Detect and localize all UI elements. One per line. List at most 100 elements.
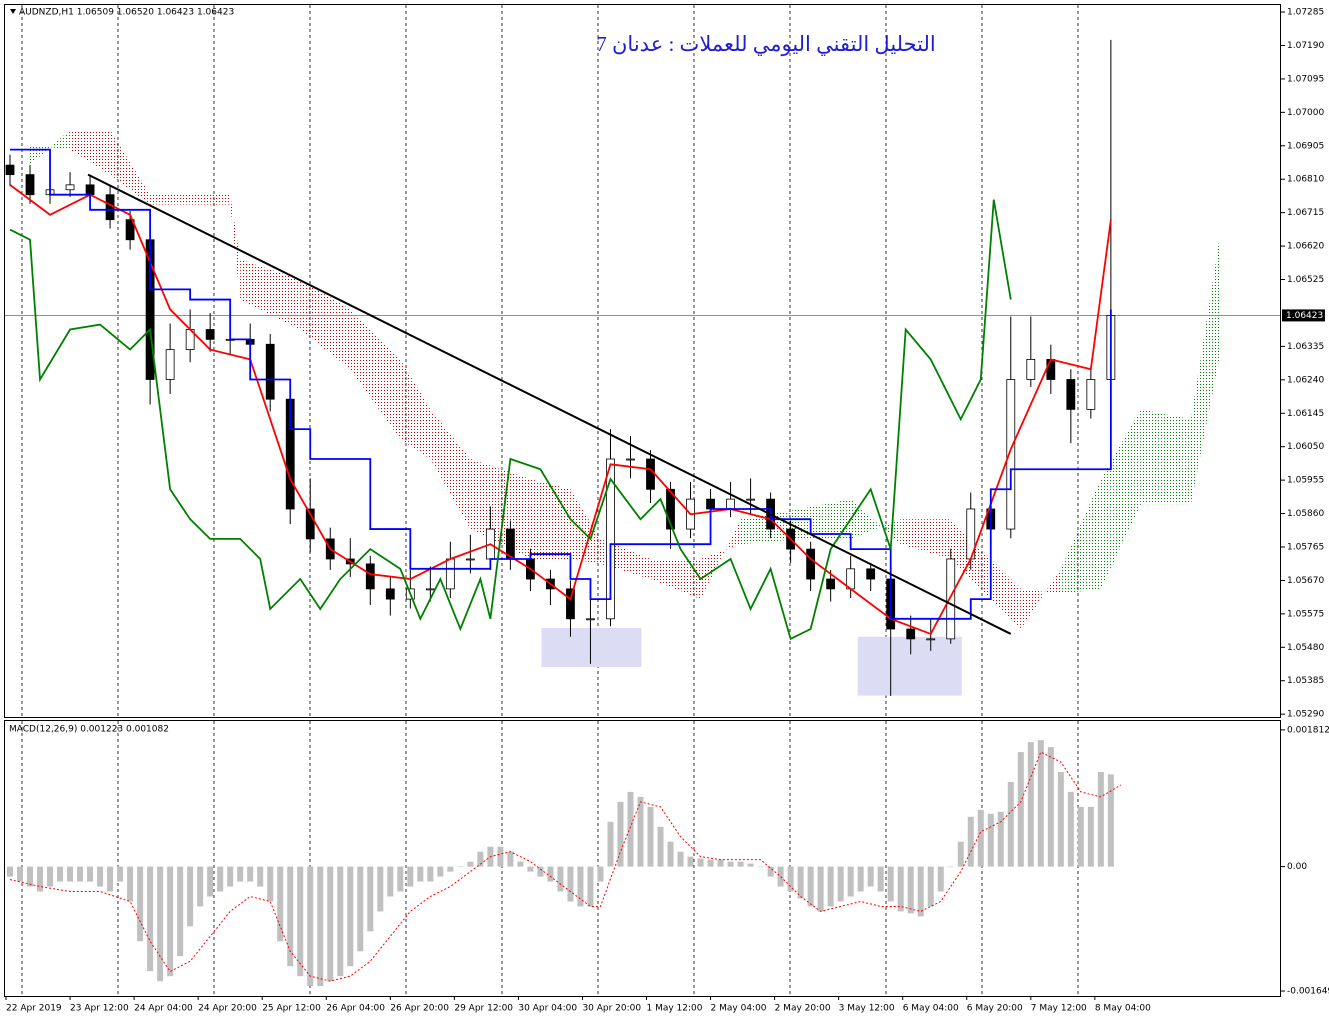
macd-bar [677,851,684,867]
candle-body [85,184,95,196]
ichimoku-cloud [400,359,431,460]
ichimoku-cloud [240,259,301,330]
macd-bar [777,866,784,887]
macd-bar [797,866,804,899]
ichimoku-cloud [1190,229,1221,505]
macd-bar [87,866,94,882]
x-tick-label: 30 Apr 04:00 [518,1004,577,1014]
macd-bar [817,866,824,912]
y-tick-label: 0.001812 [1287,725,1329,735]
x-tick-label: 26 Apr 04:00 [326,1004,385,1014]
ichimoku-cloud [650,558,701,600]
candle-body [125,219,135,241]
y-tick-label: -0.001649 [1287,987,1329,997]
candle-body [165,349,175,380]
ichimoku-cloud [150,194,231,205]
symbol-header: AUDNZD,H1 1.06509 1.06520 1.06423 1.0642… [19,8,234,18]
macd-bar [287,866,294,967]
trendline [87,173,1012,635]
macd-bar [257,866,264,887]
candle-body [385,588,395,600]
macd-bar [1067,791,1074,867]
macd-bar [957,841,964,867]
candle-body [666,488,675,530]
y-tick-label: 1.07000 [1287,108,1324,118]
macd-bar [717,859,724,867]
macd-bar [837,866,844,902]
macd-bar [67,866,74,882]
macd-bar [587,866,594,907]
macd-bar [967,816,974,867]
macd-bar [707,859,714,867]
macd-bar [607,821,614,867]
ichimoku-cloud [470,459,531,559]
candle-body [465,558,475,561]
x-tick-label: 6 May 04:00 [903,1004,959,1014]
macd-bar [97,866,104,887]
candle-body [1066,379,1076,410]
macd-bar [77,866,84,882]
indicator-line [9,184,1112,636]
macd-bar [527,866,534,872]
macd-title: MACD(12,26,9) 0.001223 0.001082 [9,725,169,735]
candle-body [305,508,315,540]
menu-triangle[interactable] [10,9,16,14]
ichimoku-cloud [110,129,151,205]
candle-body [946,558,956,640]
x-tick-label: 7 May 12:00 [1031,1004,1087,1014]
ichimoku-cloud [900,519,951,559]
macd-bar [887,866,894,902]
macd-bar [537,866,544,877]
macd-bar [377,866,384,912]
macd-bar [107,866,114,892]
macd-bar [157,866,164,982]
candle-body [445,558,455,590]
main-pane-frame [4,4,1281,718]
macd-bar [177,866,184,957]
macd-bar [447,866,454,872]
candle-body [105,194,115,221]
ichimoku-cloud [300,279,351,370]
macd-bar [1017,752,1024,867]
macd-bar [1007,781,1014,867]
macd-bar [437,866,444,877]
x-tick-label: 22 Apr 2019 [6,1004,62,1014]
candle-body [626,458,635,461]
candle-body [866,568,876,580]
x-tick-label: 25 Apr 12:00 [262,1004,321,1014]
ichimoku-cloud [570,489,601,564]
macd-bar [687,856,694,867]
macd-bar [207,866,214,897]
candle-body [25,174,35,196]
macd-bar [1077,806,1084,867]
macd-bar [667,841,674,867]
macd-bar [1087,806,1094,867]
candle-body [826,578,836,590]
macd-bar [977,809,984,867]
macd-bar [987,813,994,867]
macd-bar [277,866,284,942]
x-tick-label: 3 May 12:00 [839,1004,895,1014]
y-tick-label: 1.05480 [1287,643,1324,653]
candle-body [1046,359,1056,380]
y-tick-label: 1.05955 [1287,476,1324,486]
macd-bar [467,861,474,867]
macd-bar [577,866,584,907]
candle-body [1026,359,1036,380]
y-tick-label: 1.05670 [1287,576,1324,586]
macd-bar [187,866,194,927]
macd-bar [847,866,854,897]
macd-bar [247,866,254,882]
y-tick-label: 1.07190 [1287,41,1324,51]
highlight-zone [857,636,962,696]
macd-bar [197,866,204,907]
macd-bar [937,866,944,892]
candle-body [365,563,375,590]
x-tick-label: 24 Apr 20:00 [198,1004,257,1014]
x-tick-label: 26 Apr 20:00 [390,1004,449,1014]
macd-bar [897,866,904,912]
y-tick-label: 1.06145 [1287,409,1324,419]
macd-bar [1057,772,1064,867]
y-tick-label: 1.06240 [1287,375,1324,385]
